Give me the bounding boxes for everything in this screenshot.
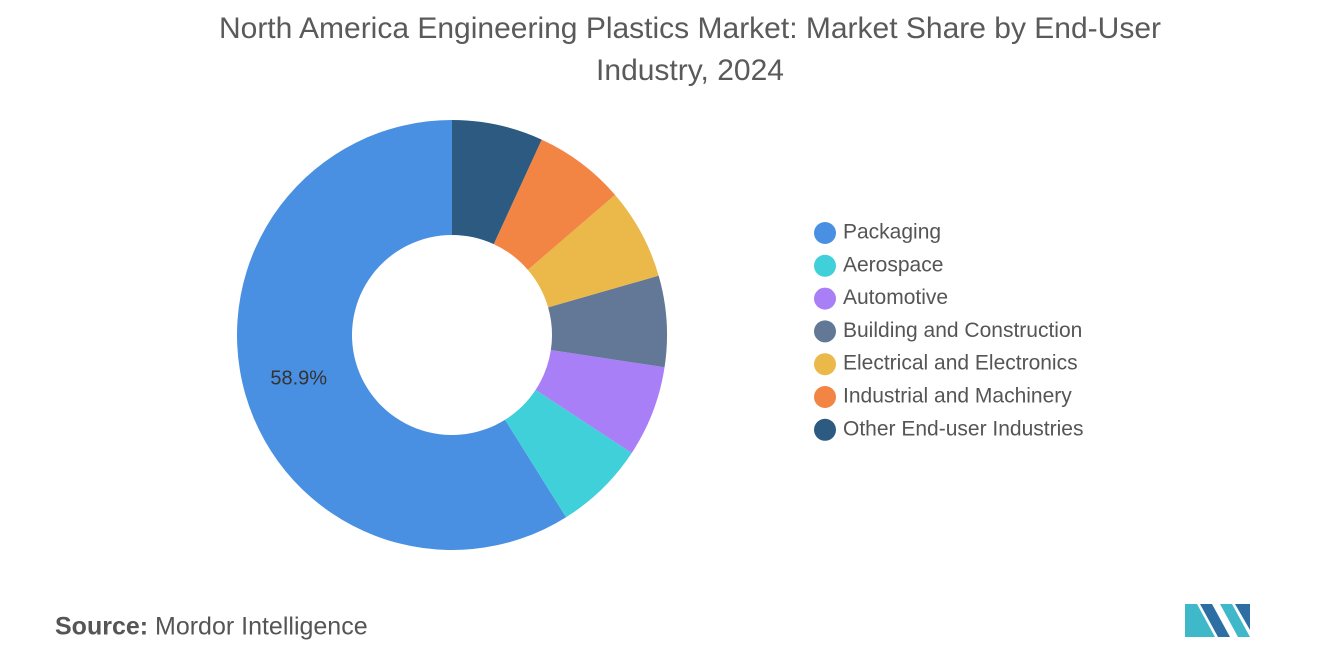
legend-marker: [814, 287, 836, 310]
legend-label: Packaging: [843, 221, 941, 244]
slice: [527, 194, 659, 308]
legend-label: Building and Construction: [843, 319, 1082, 342]
value-label: 58.9%: [270, 367, 327, 389]
legend-marker: [814, 386, 836, 408]
chart-title: North America Engineering Plastics Marke…: [218, 12, 1162, 87]
source-label: Source:: [55, 613, 148, 641]
legend-marker: [814, 418, 836, 441]
source: Mordor Intelligence: [155, 613, 368, 641]
legend-label: Industrial and Machinery: [843, 385, 1072, 408]
slice: [548, 275, 667, 368]
legend-marker: [814, 254, 836, 277]
slice: [236, 120, 567, 550]
legend-label: Aerospace: [843, 253, 943, 276]
legend-label: Other End-user Industries: [843, 417, 1083, 440]
legend-marker: [814, 353, 836, 376]
legend-marker: [814, 222, 836, 244]
slice: [452, 120, 542, 245]
legend-label: Automotive: [843, 286, 948, 309]
slice: [493, 139, 616, 270]
legend-label: Electrical and Electronics: [843, 352, 1078, 375]
logo: [1185, 604, 1250, 637]
slice: [505, 389, 632, 518]
legend-marker: [814, 320, 836, 343]
slice: [535, 350, 665, 454]
